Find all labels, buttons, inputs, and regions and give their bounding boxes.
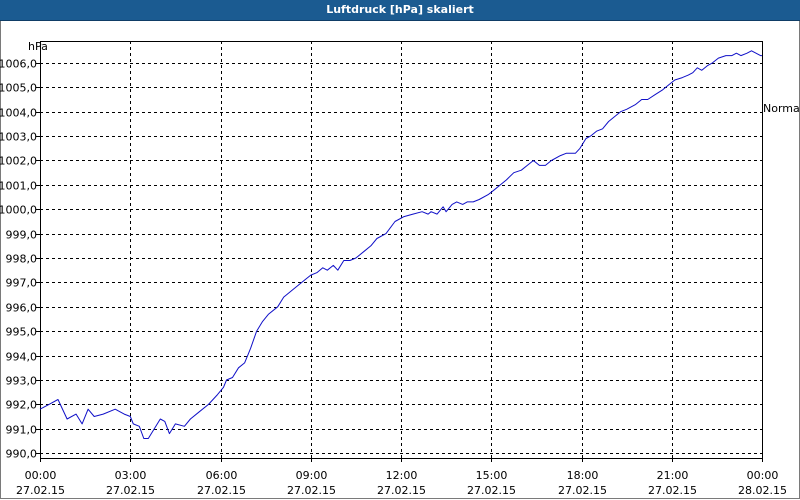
- x-tick-date-label: 27.02.15: [558, 484, 607, 497]
- legend-normal: Normal: [763, 102, 800, 115]
- x-tick-time-label: 06:00: [206, 469, 238, 482]
- chart-window-title: Luftdruck [hPa] skaliert: [0, 0, 800, 21]
- x-tick-date-label: 27.02.15: [197, 484, 246, 497]
- x-tick-time-label: 09:00: [296, 469, 328, 482]
- series-line-pressure: [39, 50, 762, 439]
- x-tick-date-label: 27.02.15: [467, 484, 516, 497]
- x-tick-time-label: 12:00: [386, 469, 418, 482]
- y-tick-label: 990,0: [6, 448, 38, 461]
- y-tick-label: 993,0: [6, 375, 38, 388]
- x-tick-date-label: 28.02.15: [738, 484, 787, 497]
- y-axis-unit-label: hPa: [28, 40, 48, 53]
- x-tick-time-label: 18:00: [567, 469, 599, 482]
- y-tick-label: 994,0: [6, 351, 38, 364]
- x-tick-date-label: 27.02.15: [648, 484, 697, 497]
- y-tick-label: 996,0: [6, 302, 38, 315]
- y-tick-label: 1003,0: [0, 131, 37, 144]
- x-tick-date-label: 27.02.15: [16, 484, 65, 497]
- y-tick-labels: 990,0 991,0 992,0 993,0 994,0 995,0 996,0 997,0…: [0, 58, 37, 461]
- y-tick-label: 995,0: [6, 326, 38, 339]
- y-tick-label: 1001,0: [0, 180, 37, 193]
- x-tick-time-label: 00:00: [25, 469, 57, 482]
- x-tick-time-label: 21:00: [657, 469, 689, 482]
- y-tick-label: 997,0: [6, 277, 38, 290]
- x-tick-labels: 00:00 27.02.15 03:00 27.02.15 06:00 27.02.15 0…: [16, 469, 787, 497]
- y-tick-label: 998,0: [6, 253, 38, 266]
- y-tick-label: 992,0: [6, 399, 38, 412]
- x-tick-time-label: 15:00: [476, 469, 508, 482]
- y-tick-label: 1000,0: [0, 204, 37, 217]
- x-tick-date-label: 27.02.15: [287, 484, 336, 497]
- x-tick-time-label: 03:00: [115, 469, 147, 482]
- x-tick-time-label: 00:00: [747, 469, 779, 482]
- y-tick-label: 991,0: [6, 424, 38, 437]
- y-tick-label: 1002,0: [0, 155, 37, 168]
- grid-lines: [36, 41, 763, 462]
- y-tick-label: 999,0: [6, 229, 38, 242]
- y-tick-label: 1006,0: [0, 58, 37, 71]
- x-tick-date-label: 27.02.15: [106, 484, 155, 497]
- y-tick-label: 1004,0: [0, 107, 37, 120]
- y-tick-label: 1005,0: [0, 82, 37, 95]
- plot-area-border: [40, 41, 763, 459]
- data-series: [39, 50, 762, 439]
- x-tick-date-label: 27.02.15: [377, 484, 426, 497]
